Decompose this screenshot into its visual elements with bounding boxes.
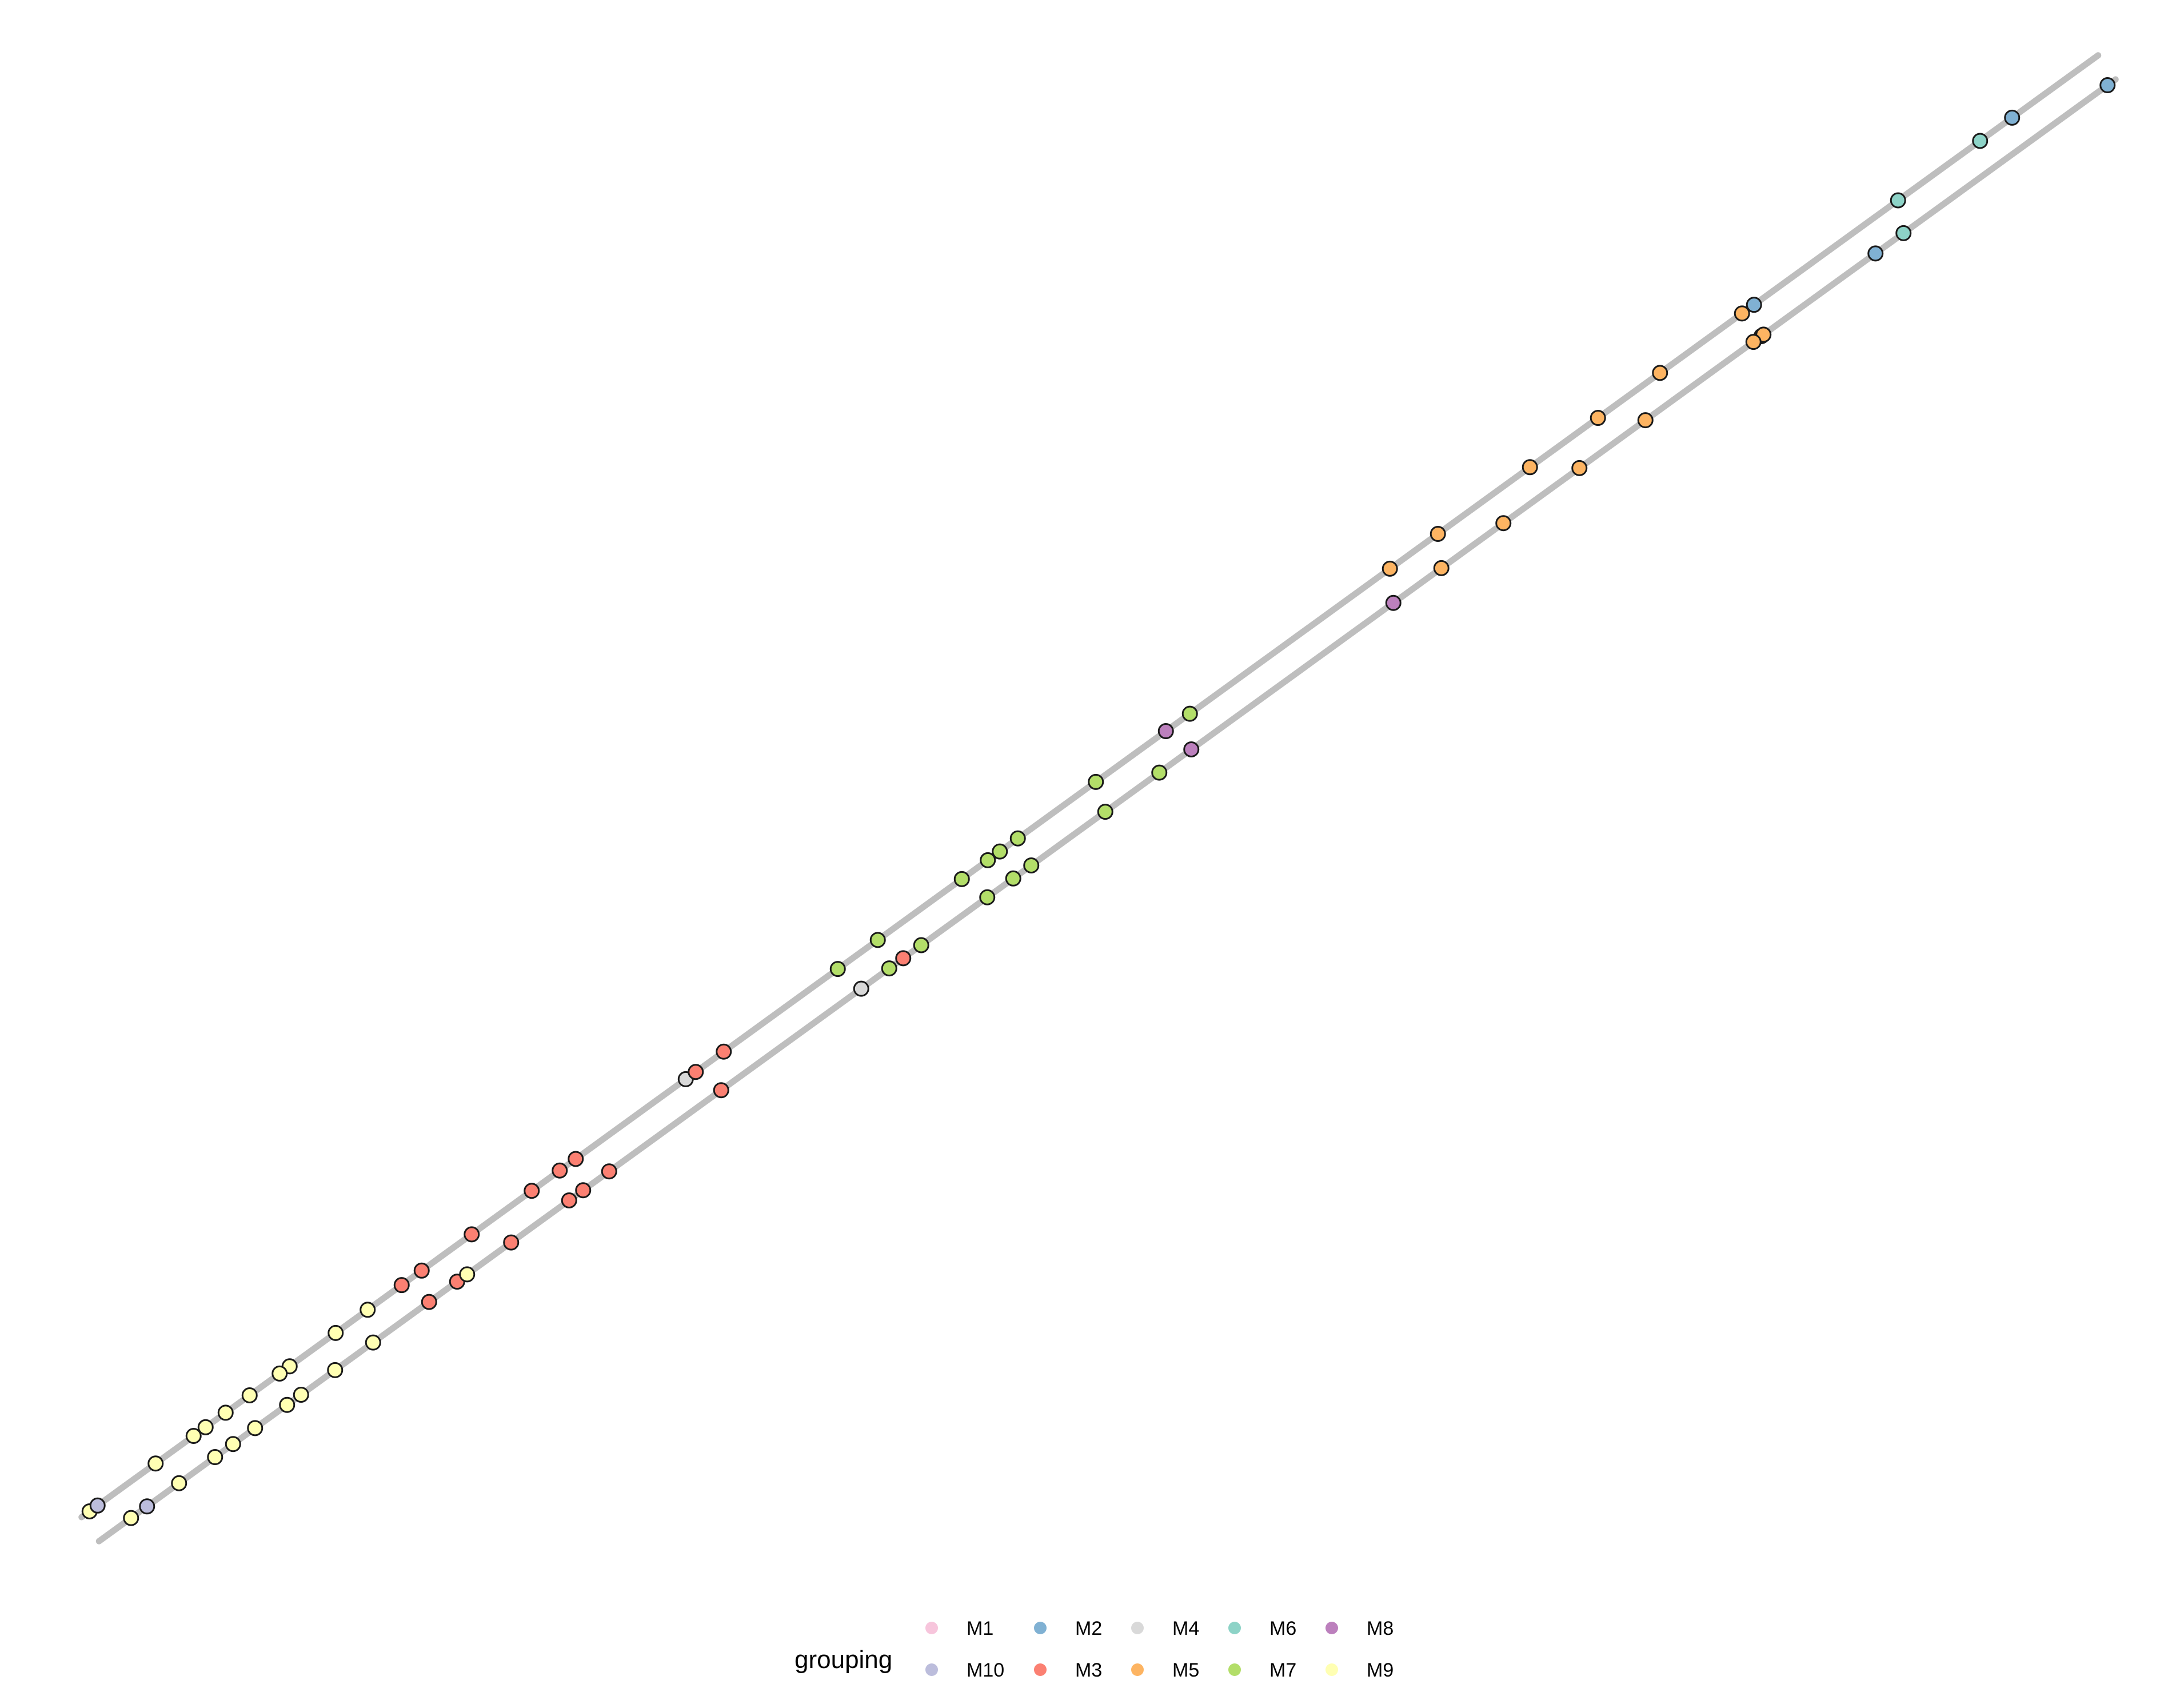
point-m7 [881, 960, 897, 977]
legend-label-m8: M8 [1367, 1618, 1394, 1639]
point-m3 [895, 950, 912, 967]
point-m5 [1571, 460, 1588, 476]
point-m9 [147, 1455, 164, 1472]
point-m7 [980, 852, 996, 868]
point-m6 [1895, 225, 1912, 241]
point-m9 [327, 1362, 344, 1378]
point-m7 [992, 843, 1008, 860]
point-m8 [1183, 741, 1200, 757]
point-m5 [1522, 459, 1538, 476]
legend-key-m6 [1228, 1622, 1241, 1634]
legend-label-m5: M5 [1172, 1659, 1199, 1681]
point-m9 [328, 1324, 344, 1341]
point-m9 [279, 1396, 296, 1413]
point-m7 [953, 871, 970, 887]
point-m3 [464, 1226, 480, 1243]
point-m9 [360, 1302, 376, 1318]
legend-key-m2 [1034, 1622, 1047, 1634]
point-m9 [293, 1386, 309, 1403]
legend-key-m4 [1131, 1622, 1144, 1634]
point-m3 [552, 1162, 568, 1179]
point-m7 [829, 961, 846, 977]
point-m3 [601, 1163, 617, 1180]
point-m5 [1652, 365, 1668, 381]
legend-label-m9: M9 [1367, 1659, 1394, 1681]
point-m7 [1005, 870, 1021, 887]
legend-key-m10 [925, 1663, 938, 1676]
legend-key-m1 [925, 1622, 938, 1634]
point-m2 [1867, 245, 1884, 262]
legend-label-m1: M1 [967, 1618, 993, 1639]
point-m9 [217, 1404, 234, 1421]
point-m7 [1181, 705, 1198, 722]
point-m8 [1385, 594, 1402, 611]
point-m9 [185, 1428, 202, 1444]
point-m7 [1088, 773, 1104, 790]
point-m9 [459, 1266, 476, 1283]
point-m7 [869, 932, 886, 948]
point-m3 [713, 1082, 729, 1099]
point-m3 [524, 1183, 540, 1199]
point-m9 [207, 1449, 223, 1466]
point-m2 [2004, 109, 2021, 126]
point-m5 [1433, 560, 1450, 576]
legend-key-m3 [1034, 1663, 1047, 1676]
point-m3 [568, 1151, 584, 1167]
point-m9 [241, 1387, 258, 1403]
point-m8 [1157, 723, 1174, 740]
legend: grouping M1 M10 M2 M3 M4 M5 M6 M7 M8 M9 [794, 1618, 1394, 1681]
point-m5 [1430, 526, 1446, 542]
point-m10 [89, 1497, 106, 1514]
point-m10 [139, 1498, 155, 1515]
legend-key-m9 [1325, 1663, 1338, 1676]
legend-label-m10: M10 [967, 1659, 1004, 1681]
point-m4 [853, 980, 869, 997]
legend-label-m7: M7 [1269, 1659, 1296, 1681]
legend-label-m2: M2 [1075, 1618, 1102, 1639]
point-m3 [561, 1192, 577, 1209]
point-m5 [1745, 334, 1762, 350]
point-m7 [1009, 830, 1026, 847]
legend-label-m4: M4 [1172, 1618, 1199, 1639]
point-m2 [1746, 297, 1762, 313]
point-m9 [271, 1365, 288, 1382]
point-m9 [123, 1510, 139, 1526]
point-m9 [171, 1475, 187, 1491]
legend-key-m5 [1131, 1663, 1144, 1676]
point-m6 [1972, 133, 1989, 149]
point-m5 [1495, 515, 1512, 532]
point-m3 [503, 1234, 520, 1251]
point-m7 [979, 889, 996, 905]
point-m3 [413, 1262, 430, 1279]
legend-title: grouping [794, 1646, 892, 1674]
point-m5 [1734, 305, 1750, 322]
point-m7 [1023, 857, 1040, 873]
trajectory-band [78, 52, 2119, 1545]
point-m5 [1590, 410, 1606, 426]
point-m3 [575, 1182, 592, 1199]
point-m5 [1382, 560, 1398, 577]
point-m3 [393, 1277, 410, 1294]
point-m9 [365, 1334, 381, 1351]
point-m7 [1097, 804, 1113, 820]
point-m6 [1890, 192, 1906, 209]
legend-key-m7 [1228, 1663, 1241, 1676]
point-m3 [421, 1294, 437, 1310]
data-points [81, 77, 2116, 1526]
legend-label-m3: M3 [1075, 1659, 1102, 1681]
point-m7 [913, 937, 929, 953]
point-m3 [688, 1064, 704, 1080]
legend-label-m6: M6 [1269, 1618, 1296, 1639]
point-m5 [1637, 412, 1654, 429]
point-m3 [716, 1043, 732, 1060]
point-m2 [2099, 77, 2116, 94]
point-m7 [1151, 764, 1168, 781]
point-m9 [225, 1436, 241, 1452]
legend-key-m8 [1325, 1622, 1338, 1634]
point-m9 [197, 1419, 214, 1435]
point-m9 [247, 1420, 263, 1436]
